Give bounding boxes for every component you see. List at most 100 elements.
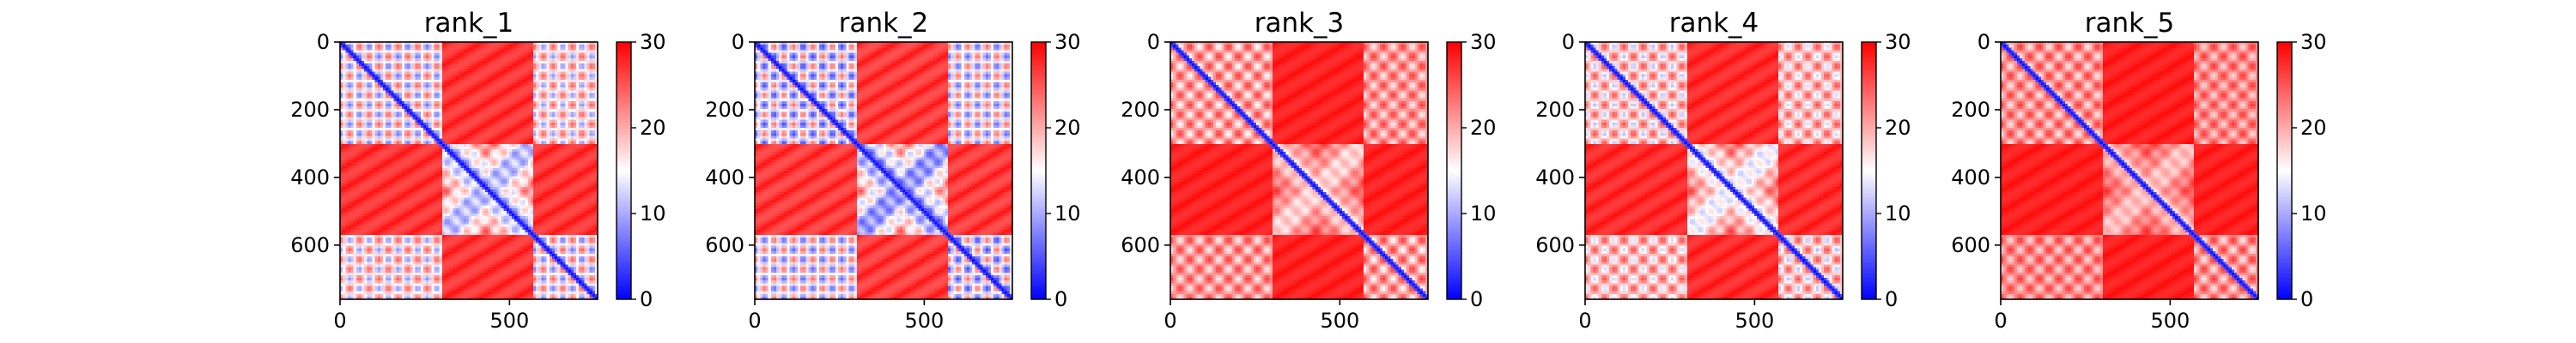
- heatmap-cell: [522, 63, 526, 67]
- heatmap-cell: [560, 76, 563, 81]
- heatmap-cell: [410, 45, 413, 48]
- heatmap-cell: [514, 76, 518, 81]
- heatmap-cell: [364, 79, 368, 83]
- heatmap-cell: [586, 50, 591, 54]
- heatmap-cell: [434, 60, 438, 64]
- heatmap-cell: [484, 79, 489, 83]
- heatmap-cell: [581, 74, 585, 78]
- heatmap-cell: [420, 71, 424, 75]
- heatmap-cell: [565, 71, 569, 75]
- heatmap-cell: [551, 63, 556, 67]
- heatmap-cell: [586, 69, 591, 72]
- heatmap-cell: [386, 71, 389, 75]
- heatmap-cell: [353, 63, 357, 67]
- heatmap-cell: [361, 50, 365, 54]
- heatmap-cell: [570, 50, 574, 54]
- heatmap-cell: [498, 52, 502, 57]
- heatmap-cell: [463, 63, 467, 67]
- heatmap-cell: [386, 74, 389, 78]
- heatmap-cell: [579, 47, 582, 51]
- heatmap-cell: [388, 57, 392, 62]
- heatmap-cell: [465, 71, 470, 75]
- heatmap-cell: [514, 47, 518, 51]
- heatmap-cell: [474, 74, 477, 78]
- heatmap-cell: [458, 66, 462, 69]
- heatmap-cell: [522, 76, 526, 81]
- heatmap-cell: [465, 76, 470, 81]
- heatmap-cell: [350, 60, 355, 64]
- heatmap-cell: [455, 52, 459, 57]
- heatmap-cell: [372, 57, 376, 62]
- heatmap-cell: [579, 50, 582, 54]
- heatmap-cell: [544, 63, 548, 67]
- heatmap-cell: [512, 66, 515, 69]
- heatmap-cell: [474, 50, 477, 54]
- heatmap-cell: [407, 60, 410, 64]
- heatmap-cell: [417, 60, 422, 64]
- heatmap-cell: [568, 52, 572, 57]
- heatmap-cell: [495, 74, 499, 78]
- heatmap-cell: [541, 69, 545, 72]
- heatmap-cell: [479, 50, 483, 54]
- heatmap-cell: [434, 74, 438, 78]
- heatmap-cell: [536, 50, 539, 54]
- heatmap-cell: [517, 76, 520, 81]
- heatmap-cell: [538, 60, 542, 64]
- heatmap-cell: [530, 66, 534, 69]
- heatmap-cell: [391, 50, 395, 54]
- heatmap-cell: [487, 76, 491, 81]
- heatmap-cell: [512, 47, 515, 51]
- heatmap-cell: [358, 42, 362, 45]
- heatmap-cell: [450, 60, 453, 64]
- heatmap-cell: [519, 50, 524, 54]
- heatmap-cell: [367, 60, 370, 64]
- heatmap-cell: [345, 79, 349, 83]
- heatmap-cell: [584, 47, 588, 51]
- heatmap-cell: [519, 63, 524, 67]
- heatmap-cell: [460, 66, 465, 69]
- heatmap-cell: [549, 55, 553, 59]
- heatmap-cell: [495, 66, 499, 69]
- heatmap-cell: [508, 71, 513, 75]
- heatmap-cell: [434, 42, 438, 45]
- heatmap-cell: [555, 71, 558, 75]
- heatmap-cell: [407, 55, 410, 59]
- heatmap-cell: [439, 52, 443, 57]
- heatmap-cell: [358, 52, 362, 57]
- panel-title: rank_1: [424, 8, 514, 39]
- heatmap-cell: [538, 74, 542, 78]
- heatmap-cell: [364, 69, 368, 72]
- heatmap-cell: [369, 47, 374, 51]
- heatmap-cell: [565, 63, 569, 67]
- heatmap-cell: [570, 45, 574, 48]
- heatmap-cell: [369, 63, 374, 67]
- heatmap-cell: [498, 57, 502, 62]
- heatmap-cell: [340, 76, 343, 81]
- heatmap-cell: [586, 63, 591, 67]
- heatmap-cell: [555, 69, 558, 72]
- heatmap-cell: [455, 45, 459, 48]
- heatmap-cell: [501, 76, 505, 81]
- heatmap-cell: [422, 79, 427, 83]
- heatmap-cell: [348, 66, 352, 69]
- heatmap-cell: [503, 57, 507, 62]
- heatmap-cell: [471, 79, 475, 83]
- heatmap-cell: [434, 57, 438, 62]
- heatmap-cell: [453, 55, 456, 59]
- heatmap-cell: [479, 69, 483, 72]
- heatmap-cell: [398, 76, 403, 81]
- heatmap-cell: [396, 42, 400, 45]
- heatmap-cell: [589, 60, 593, 64]
- heatmap-cell: [495, 45, 499, 48]
- heatmap-cell: [503, 47, 507, 51]
- heatmap-cell: [463, 52, 467, 57]
- heatmap-cell: [377, 42, 381, 45]
- heatmap-cell: [426, 60, 429, 64]
- heatmap-cell: [546, 45, 550, 48]
- heatmap-cell: [568, 45, 572, 48]
- heatmap-cell: [358, 60, 362, 64]
- heatmap-cell: [361, 63, 365, 67]
- heatmap-cell: [482, 69, 486, 72]
- heatmap-cell: [410, 42, 413, 45]
- heatmap-cell: [503, 74, 507, 78]
